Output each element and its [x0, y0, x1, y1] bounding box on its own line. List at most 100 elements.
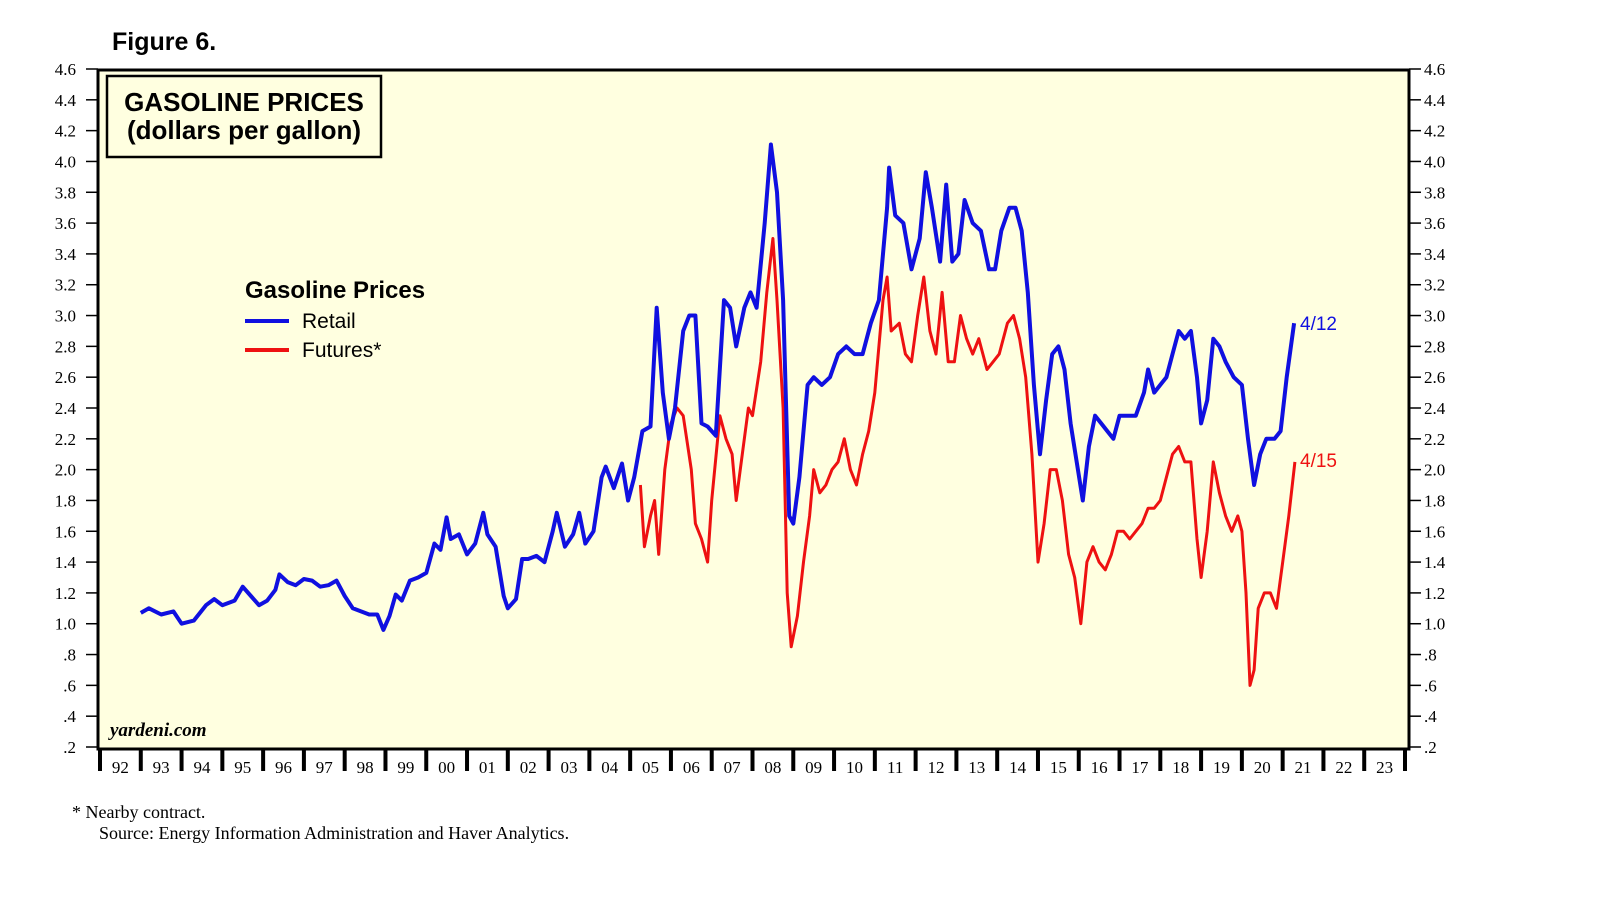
y-tick-label-left: .4: [63, 707, 76, 726]
year-label: 94: [193, 758, 211, 777]
year-label: 18: [1172, 758, 1189, 777]
chart-title: GASOLINE PRICES: [124, 87, 364, 117]
y-tick-label-left: 3.4: [55, 245, 77, 264]
y-tick-label-left: 2.0: [55, 461, 76, 480]
year-label: 02: [520, 758, 537, 777]
year-label: 06: [683, 758, 700, 777]
y-tick-label-left: 1.6: [55, 522, 76, 541]
year-tick: [709, 749, 714, 771]
y-tick-label-left: 1.2: [55, 584, 76, 603]
year-label: 03: [560, 758, 577, 777]
y-tick-label-right: .8: [1424, 646, 1437, 665]
year-tick: [98, 749, 102, 771]
y-tick-label-left: .8: [63, 646, 76, 665]
year-label: 14: [1009, 758, 1027, 777]
y-tick-label-right: 3.8: [1424, 183, 1445, 202]
year-label: 17: [1131, 758, 1149, 777]
y-tick-label-right: 3.2: [1424, 276, 1445, 295]
retail-end-label: 4/12: [1300, 314, 1337, 335]
legend-label-retail: Retail: [302, 310, 356, 333]
year-label: 97: [316, 758, 334, 777]
year-tick: [179, 749, 184, 771]
futures-end-label: 4/15: [1300, 451, 1337, 472]
y-tick-label-right: 2.4: [1424, 399, 1446, 418]
y-tick-label-right: 2.6: [1424, 368, 1445, 387]
year-tick: [954, 749, 959, 771]
y-tick-label-right: .4: [1424, 707, 1437, 726]
year-tick: [587, 749, 592, 771]
year-tick: [424, 749, 429, 771]
y-tick-label-left: 1.0: [55, 615, 76, 634]
year-tick: [138, 749, 143, 771]
y-tick-label-left: 1.4: [55, 553, 77, 572]
year-label: 16: [1091, 758, 1108, 777]
y-tick-label-right: 1.0: [1424, 615, 1445, 634]
y-tick-label-left: 4.6: [55, 60, 76, 79]
y-tick-label-left: 3.6: [55, 214, 76, 233]
year-tick: [995, 749, 1000, 771]
y-tick-label-right: 4.2: [1424, 122, 1445, 141]
year-tick: [832, 749, 837, 771]
y-tick-label-left: 2.6: [55, 368, 76, 387]
legend: Gasoline Prices Retail Futures*: [245, 277, 425, 362]
legend-label-futures: Futures*: [302, 339, 381, 362]
y-tick-label-left: 2.4: [55, 399, 77, 418]
y-tick-label-right: 1.4: [1424, 553, 1446, 572]
year-tick: [383, 749, 388, 771]
year-tick: [261, 749, 266, 771]
year-label: 00: [438, 758, 455, 777]
year-label: 01: [479, 758, 496, 777]
y-tick-label-left: 3.8: [55, 183, 76, 202]
y-tick-label-left: 4.0: [55, 152, 76, 171]
y-tick-label-left: 2.8: [55, 337, 76, 356]
y-tick-label-right: 3.6: [1424, 214, 1445, 233]
year-tick: [301, 749, 306, 771]
y-tick-label-right: 1.2: [1424, 584, 1445, 603]
y-tick-label-left: .2: [63, 738, 76, 757]
year-tick: [791, 749, 796, 771]
y-tick-label-right: 2.0: [1424, 461, 1445, 480]
futures-series-line: [638, 237, 1297, 687]
year-tick: [505, 749, 510, 771]
year-tick: [668, 749, 673, 771]
footnote-source: Source: Energy Information Administratio…: [99, 823, 570, 843]
year-label: 19: [1213, 758, 1230, 777]
year-label: 12: [928, 758, 945, 777]
y-tick-label-right: .2: [1424, 738, 1437, 757]
year-label: 98: [357, 758, 374, 777]
year-tick: [220, 749, 225, 771]
y-tick-label-right: 1.8: [1424, 491, 1445, 510]
year-tick: [546, 749, 551, 771]
year-tick: [1076, 749, 1081, 771]
year-tick: [872, 749, 877, 771]
title-box: GASOLINE PRICES (dollars per gallon): [105, 74, 383, 159]
footnote-nearby-contract: * Nearby contract.: [72, 802, 206, 822]
year-tick: [1280, 749, 1285, 771]
year-label: 95: [234, 758, 251, 777]
figure-label: Figure 6.: [112, 28, 217, 56]
y-tick-label-left: 2.2: [55, 430, 76, 449]
chart-subtitle: (dollars per gallon): [127, 115, 361, 145]
y-tick-label-right: 2.8: [1424, 337, 1445, 356]
year-label: 11: [887, 758, 903, 777]
footnotes: * Nearby contract. Source: Energy Inform…: [72, 802, 569, 844]
year-tick: [1403, 749, 1407, 771]
year-label: 09: [805, 758, 822, 777]
year-tick: [342, 749, 347, 771]
year-tick: [1239, 749, 1244, 771]
year-label: 22: [1335, 758, 1352, 777]
year-label: 08: [764, 758, 781, 777]
year-label: 96: [275, 758, 292, 777]
year-label: 15: [1050, 758, 1067, 777]
y-tick-label-right: 2.2: [1424, 430, 1445, 449]
y-tick-label-right: 3.4: [1424, 245, 1446, 264]
y-tick-label-right: 3.0: [1424, 307, 1445, 326]
year-label: 13: [968, 758, 985, 777]
year-label: 21: [1295, 758, 1312, 777]
year-tick: [913, 749, 918, 771]
y-tick-label-left: 1.8: [55, 491, 76, 510]
year-label: 93: [153, 758, 170, 777]
year-tick: [1117, 749, 1122, 771]
left-axis: 4.6 4.4 4.2 4.0 3.8 3.6 3.4 3.2 3.0 2.8 2.6 2.4 2.2 2…: [55, 60, 98, 757]
